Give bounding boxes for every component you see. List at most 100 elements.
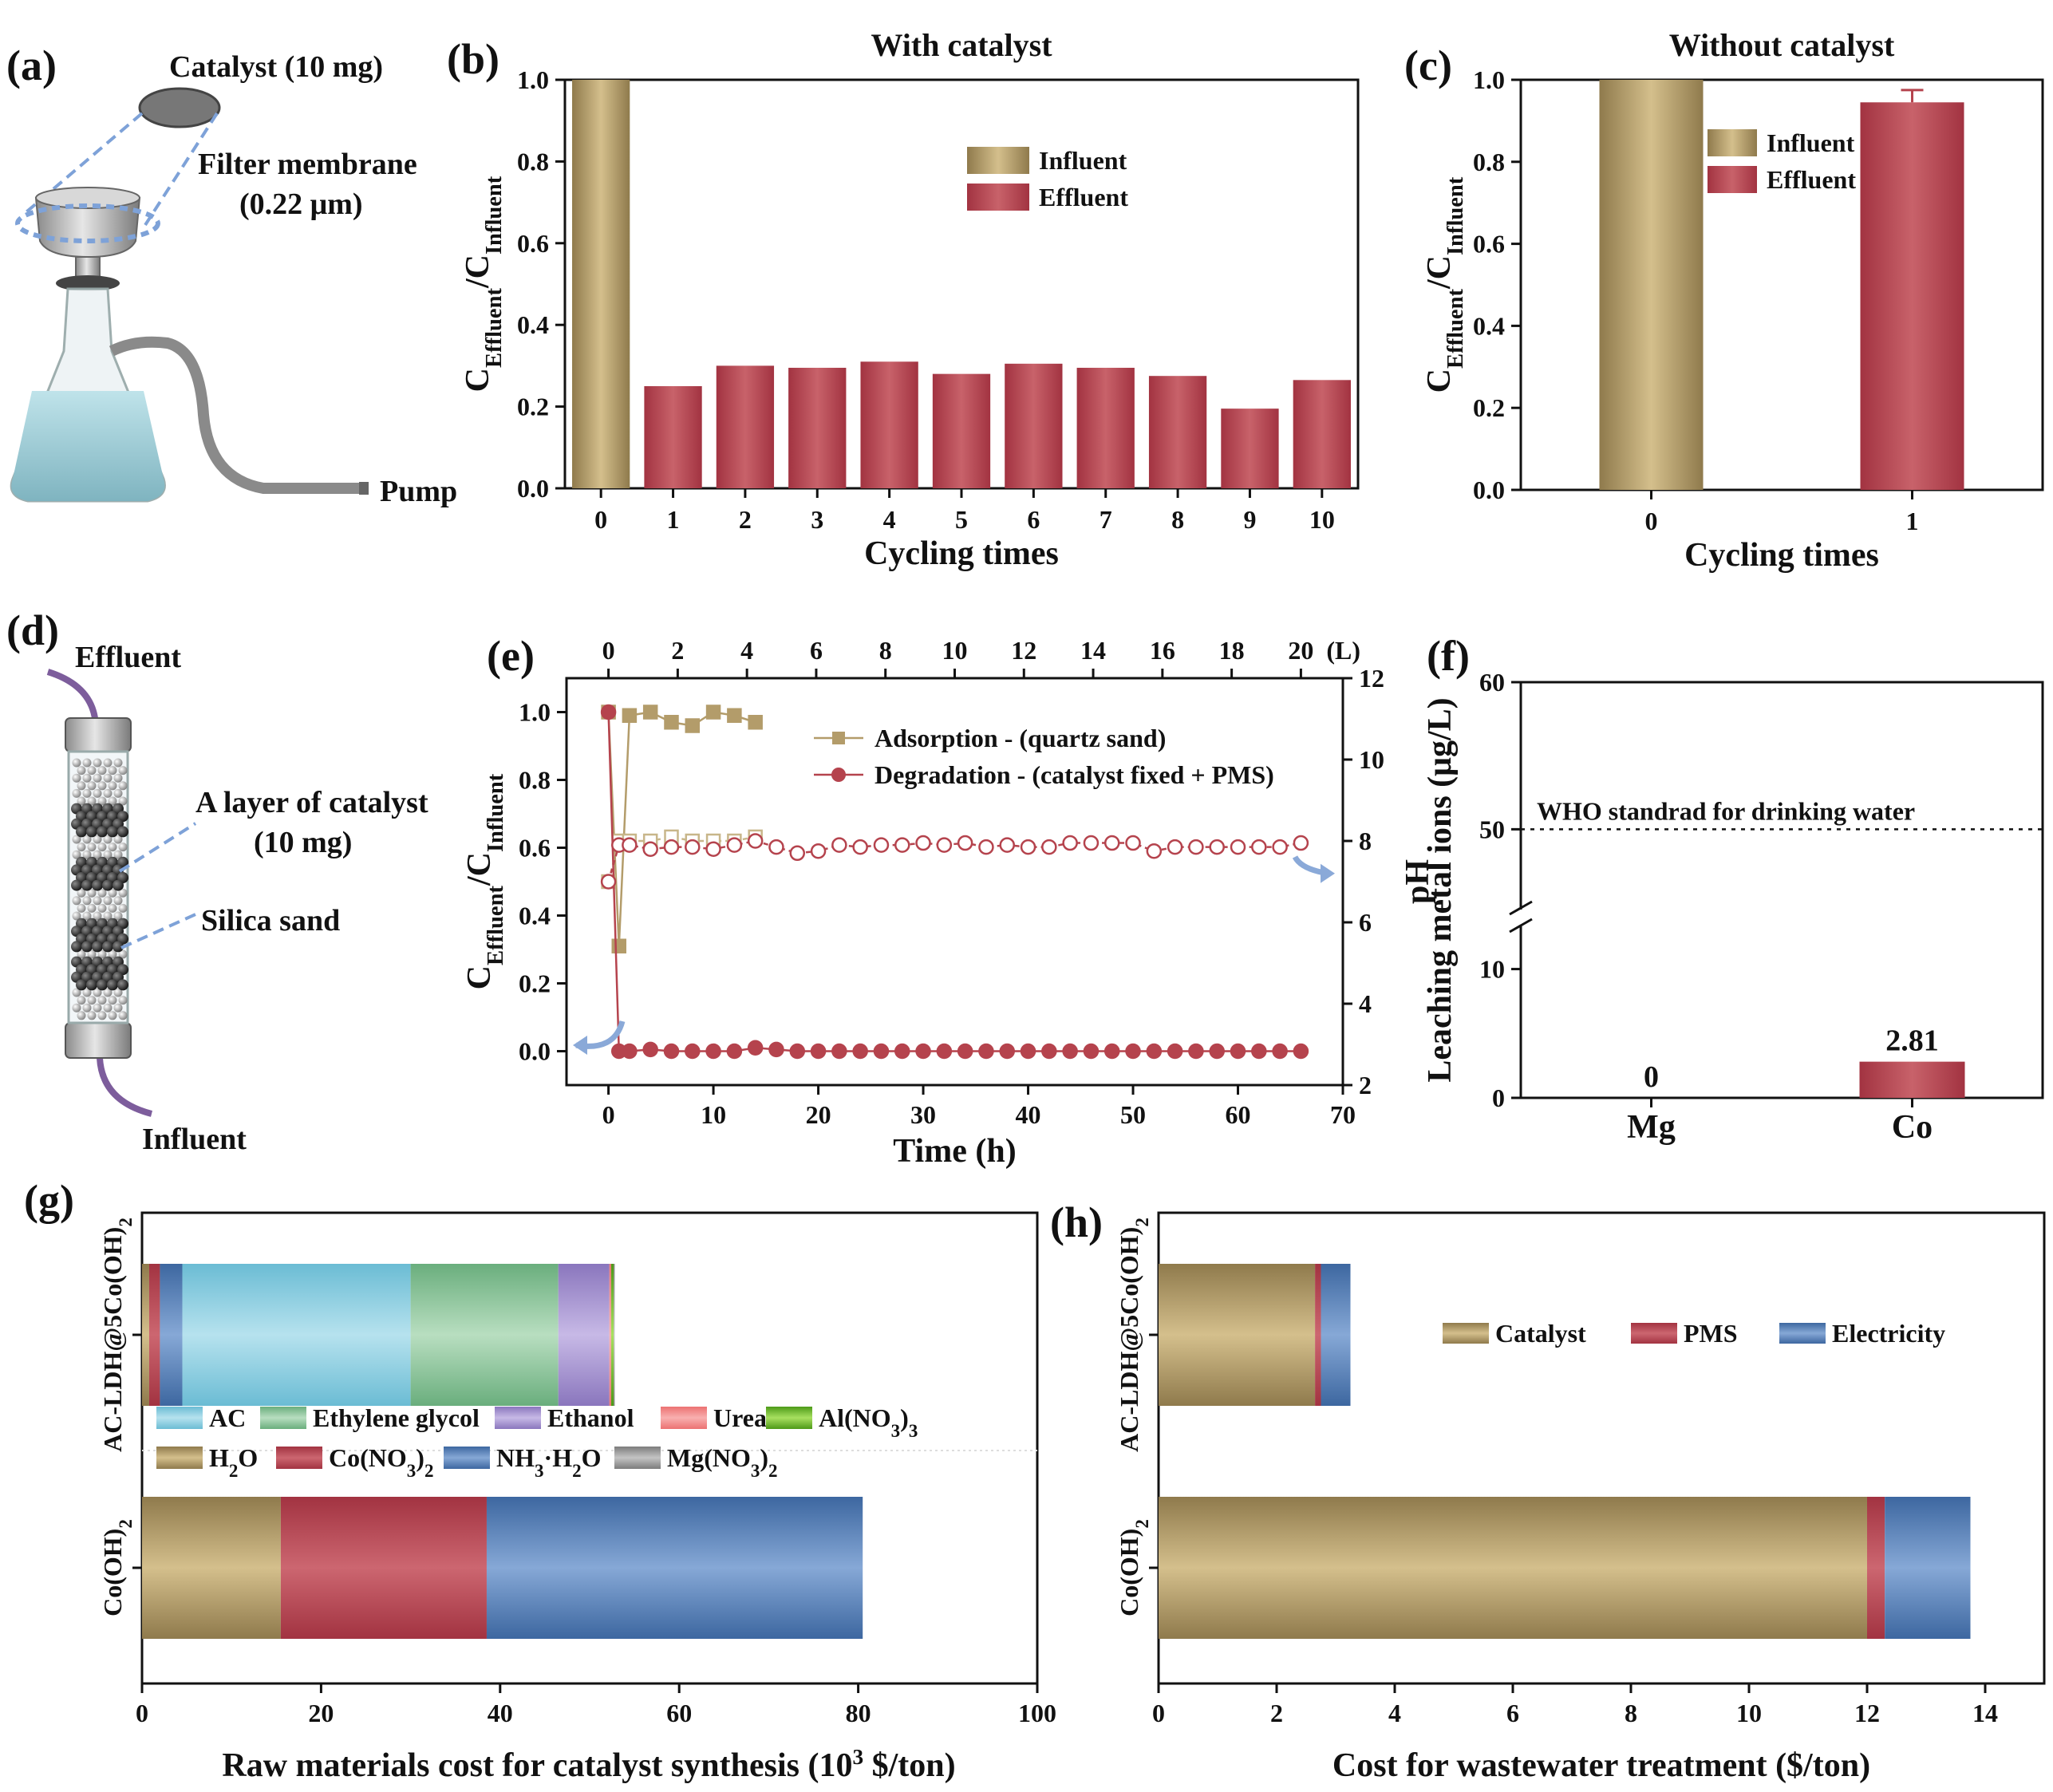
sand-particle [93,988,102,997]
sand-particle [97,781,107,791]
flask-water [11,391,165,501]
catalyst-particle [92,941,103,953]
data-point [622,837,638,853]
sand-particle [72,896,81,906]
x-tick-label: 80 [846,1699,871,1727]
sand-particle [87,843,97,852]
legend-label: Al(NO3)3 [819,1403,918,1441]
legend-label: Electricity [1832,1319,1945,1348]
x-tick-label: 50 [1120,1100,1146,1129]
catalyst-label: Catalyst (10 mg) [169,50,383,84]
sand-particle [108,796,117,806]
catalyst-particle [71,879,82,891]
x-tick-label: 5 [955,505,968,534]
catalyst-particle [102,879,113,891]
catalyst-particle [102,941,113,953]
pump-label: Pump [380,475,457,508]
sand-particle [113,988,123,997]
stack-segment [1159,1497,1867,1639]
legend-swatch [967,184,1029,211]
sand-particle [93,896,102,906]
sand-particle [108,843,117,852]
y-tick-label-left: 0.6 [519,834,551,862]
legend-label: Mg(NO3)2 [667,1443,778,1481]
sand-particle [93,758,102,768]
y-tick-label: 50 [1479,815,1505,843]
x-tick-label: 1 [667,505,680,534]
data-point [1230,1043,1246,1060]
data-point [978,839,994,855]
x-tick-label: 100 [1018,1699,1056,1727]
data-point [1209,839,1225,855]
sand-particle [108,766,117,776]
y-category-label: Co(OH)2 [98,1519,136,1616]
data-point [1293,835,1309,851]
x-tick-label: 30 [910,1100,936,1129]
catalyst-layer-label: A layer of catalyst [195,786,428,819]
data-point [1020,1043,1036,1060]
data-point [936,1043,953,1060]
x-tick-label: 1 [1906,507,1919,535]
legend-label: Adsorption - (quartz sand) [874,724,1166,752]
sand-particle [113,835,123,844]
chart-time-course: 0 10 20 30 40 50 60 70 0 2 4 6 8 10 12 14 16 18 20 (L) 0.0 0.… [461,636,1436,1170]
sand-particle [108,949,117,959]
callout-line [120,913,196,949]
data-point [915,1043,931,1060]
data-point [1230,839,1246,855]
data-point [1272,839,1288,855]
bar [1859,1061,1965,1098]
sand-particle [82,773,92,783]
sand-particle [77,996,86,1005]
legend-label: AC [209,1403,246,1432]
stack-segment [609,1264,611,1406]
sand-particle [87,781,97,791]
catalyst-particle [113,941,124,953]
sand-particle [72,850,81,859]
x-axis-title: Raw materials cost for catalyst synthesi… [222,1745,955,1784]
sand-particle [93,850,102,859]
legend-label: Influent [1039,146,1127,175]
sand-particle [82,1003,92,1012]
legend-swatch [1631,1323,1677,1344]
y-tick-label: 0.2 [1473,393,1505,422]
data-point [810,843,827,859]
catalyst-particle [81,879,93,891]
legend-swatch [967,147,1029,174]
legend-label: H2O [209,1443,258,1481]
data-label: 2.81 [1885,1024,1939,1058]
sand-particle [103,835,113,844]
x-tick-label: 0 [594,505,607,534]
x-tick-label: 70 [1330,1100,1356,1129]
data-point [642,1041,658,1058]
y-tick-label: 0.4 [517,310,549,339]
y-tick-label-left: 0.2 [519,969,551,998]
catalyst-particle [86,979,97,991]
plot-frame [140,1211,1039,1685]
y-tick-label-right: 10 [1359,745,1384,774]
data-point [1293,1043,1309,1060]
x-axis-title: Cycling times [864,535,1059,572]
data-point [726,1043,743,1060]
legend-label: PMS [1684,1319,1738,1348]
y-tick-label-right: 4 [1359,989,1372,1018]
sand-particle [118,903,128,913]
sand-particle [82,896,92,906]
callout-line [118,822,197,873]
sand-particle [93,835,102,844]
y-category-label: AC-LDH@5Co(OH)2 [98,1218,136,1452]
x-tick-label: 2 [1270,1699,1283,1727]
series-line [607,711,756,946]
y-tick-label-left: 0.4 [519,902,551,930]
top-tick-label: 10 [942,636,968,665]
data-point [642,705,658,720]
silica-sand-fill [72,758,128,1020]
sand-particle [97,796,107,806]
legend-swatch [495,1407,541,1429]
left-axis-arrow-head [573,1036,587,1055]
legend-swatch [1708,166,1757,193]
y-tick-label: 0 [1492,1083,1505,1112]
sand-particle [118,796,128,806]
sand-particle [93,773,102,783]
sand-particle [72,988,81,997]
